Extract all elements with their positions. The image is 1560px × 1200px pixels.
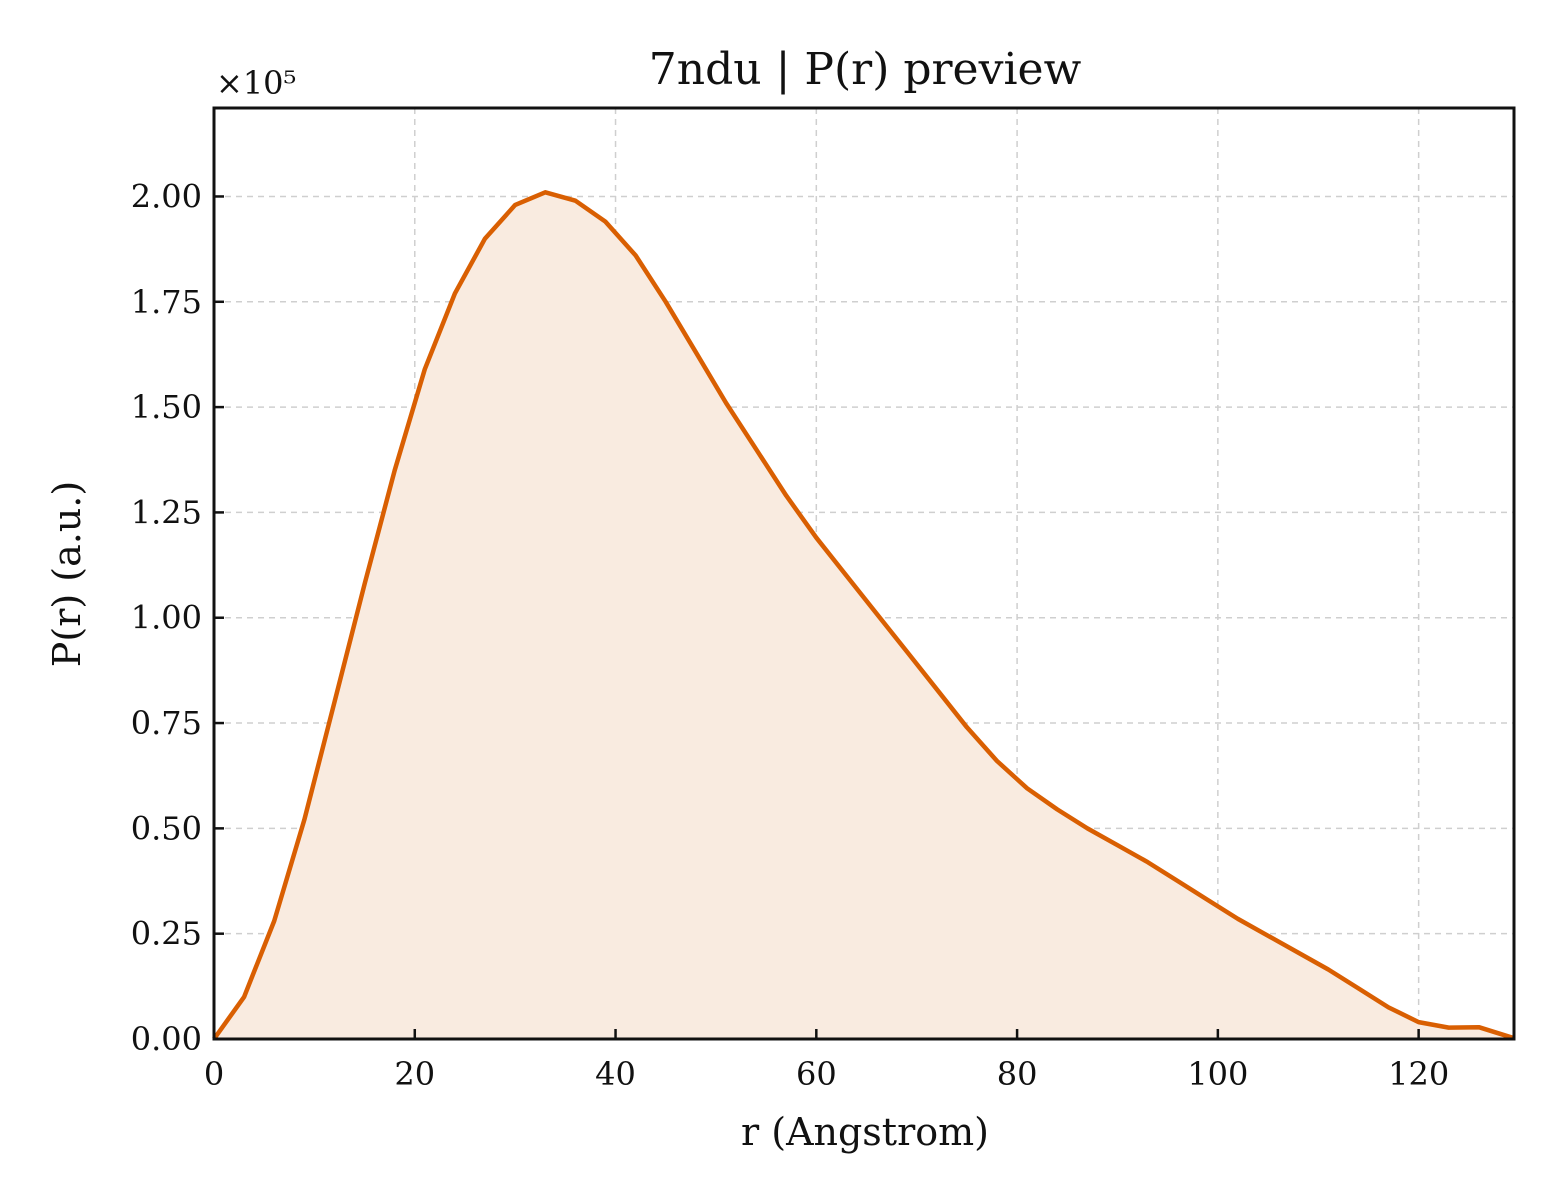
y-tick-label: 1.00 <box>131 599 202 637</box>
y-tick-label: 0.25 <box>131 915 202 953</box>
y-axis-label: P(r) (a.u.) <box>45 481 89 667</box>
x-tick-label: 0 <box>204 1055 224 1093</box>
chart-title: 7ndu | P(r) preview <box>649 44 1082 95</box>
pr-curve-line <box>212 190 1515 1041</box>
pr-area-fill <box>214 192 1514 1040</box>
y-tick-label: 0.50 <box>131 809 202 847</box>
x-axis-ticks: 0 20 40 60 80 100 120 <box>204 1029 1449 1093</box>
x-tick-label: 100 <box>1187 1055 1248 1093</box>
x-tick-label: 80 <box>997 1055 1038 1093</box>
x-tick-label: 40 <box>595 1055 636 1093</box>
y-tick-label: 1.50 <box>131 388 202 426</box>
y-axis-ticks: 0.00 0.25 0.50 0.75 1.00 1.25 1.50 1.75 2.00 <box>131 177 224 1058</box>
y-tick-label: 1.25 <box>131 493 202 531</box>
plot-frame <box>212 106 1516 1041</box>
y-multiplier-label: ×10⁵ <box>216 64 296 102</box>
plot-series <box>212 190 1515 1041</box>
y-tick-label: 2.00 <box>131 177 202 215</box>
x-tick-label: 60 <box>796 1055 837 1093</box>
x-tick-label: 120 <box>1388 1055 1449 1093</box>
x-axis-label: r (Angstrom) <box>741 1110 989 1154</box>
y-tick-label: 0.75 <box>131 704 202 742</box>
y-tick-label: 1.75 <box>131 283 202 321</box>
x-tick-label: 20 <box>394 1055 435 1093</box>
y-tick-label: 0.00 <box>131 1020 202 1058</box>
